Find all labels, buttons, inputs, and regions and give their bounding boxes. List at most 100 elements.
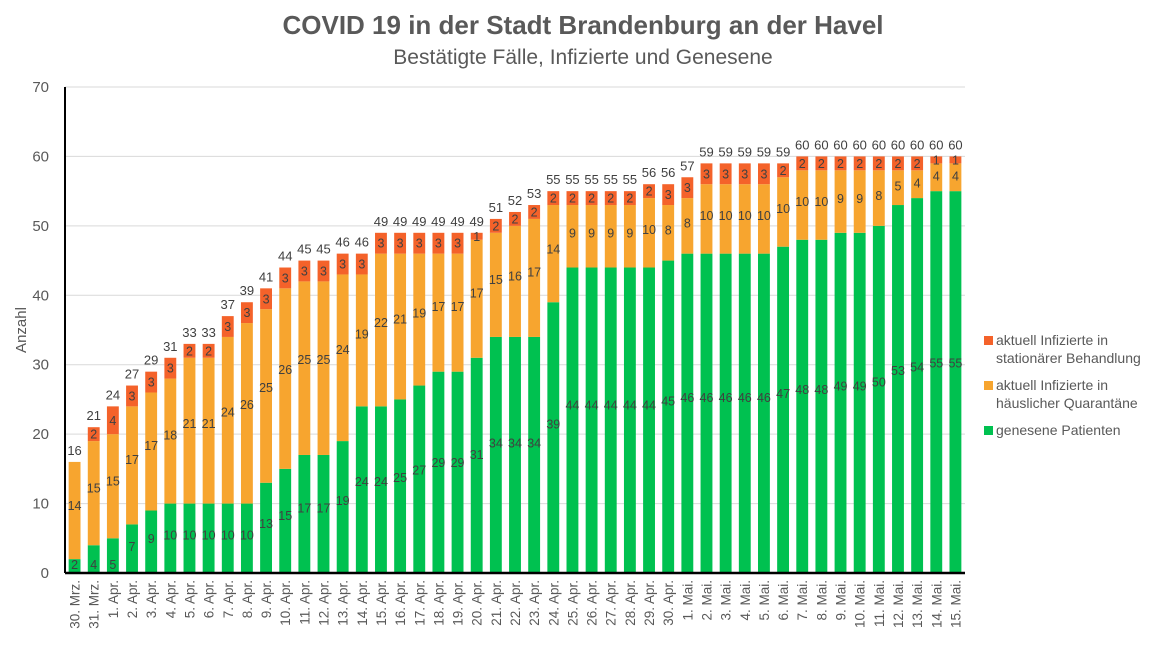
legend-swatch xyxy=(984,381,993,390)
total-label: 57 xyxy=(680,158,694,173)
bar-segment-genesene xyxy=(681,253,694,573)
total-label: 56 xyxy=(642,165,656,180)
data-label: 4 xyxy=(914,176,921,190)
bar-segment-quarantaene xyxy=(758,184,770,254)
total-label: 44 xyxy=(278,249,292,264)
data-label: 15 xyxy=(87,481,101,495)
data-label: 9 xyxy=(856,192,863,206)
data-label: 13 xyxy=(259,517,273,531)
y-tick-label: 20 xyxy=(32,426,49,443)
bar-segment-genesene xyxy=(489,336,502,573)
bar-segment-genesene xyxy=(834,232,847,574)
y-axis-label: Anzahl xyxy=(13,307,30,353)
bar-segment-quarantaene xyxy=(375,253,387,407)
bar-segment-genesene xyxy=(604,267,617,573)
legend-label: aktuell Infizierte in xyxy=(996,377,1108,393)
x-tick-label: 3. Apr. xyxy=(144,580,159,618)
data-label: 2 xyxy=(780,164,787,178)
total-label: 39 xyxy=(240,283,254,298)
data-label: 3 xyxy=(454,237,461,251)
bar-segment-quarantaene xyxy=(432,253,445,372)
bar-segment-genesene xyxy=(758,253,770,573)
data-label: 2 xyxy=(569,192,576,206)
bars xyxy=(68,156,962,574)
data-label: 24 xyxy=(221,405,235,419)
bar-segment-quarantaene xyxy=(777,177,790,247)
x-tick-label: 7. Apr. xyxy=(221,580,236,618)
bar-segment-quarantaene xyxy=(643,198,655,268)
data-label: 17 xyxy=(125,453,139,467)
bar-segment-stationaer xyxy=(623,191,636,206)
x-tick-label: 22. Apr. xyxy=(508,580,523,626)
data-label: 44 xyxy=(565,398,579,412)
bar-segment-quarantaene xyxy=(892,170,904,206)
bar-segment-stationaer xyxy=(911,156,924,171)
y-tick-label: 0 xyxy=(41,565,49,582)
data-label: 3 xyxy=(435,237,442,251)
data-label: 50 xyxy=(872,376,886,390)
bar-segment-stationaer xyxy=(489,218,502,233)
x-tick-label: 13. Mai. xyxy=(910,580,925,628)
bar-segment-stationaer xyxy=(585,191,598,206)
bar-segment-genesene xyxy=(930,191,943,573)
legend-label: stationärer Behandlung xyxy=(996,350,1141,366)
x-tick-label: 20. Apr. xyxy=(470,580,485,626)
x-tick-label: 12. Apr. xyxy=(317,580,332,626)
data-label: 46 xyxy=(757,391,771,405)
x-tick-label: 9. Apr. xyxy=(259,580,274,618)
data-label: 44 xyxy=(642,398,656,412)
legend: aktuell Infizierte in stationärer Behandl… xyxy=(984,332,1141,438)
data-label: 3 xyxy=(377,237,384,251)
bar-segment-genesene xyxy=(738,253,751,573)
bar-segment-quarantaene xyxy=(623,205,636,268)
y-tick-label: 70 xyxy=(32,79,49,96)
x-tick-label: 2. Mai. xyxy=(699,580,714,621)
data-label: 10 xyxy=(776,202,790,216)
bar-segment-stationaer xyxy=(355,253,368,275)
data-label: 46 xyxy=(700,391,714,405)
bar-segment-stationaer xyxy=(643,184,655,199)
data-label: 15 xyxy=(489,273,503,287)
bar-segment-quarantaene xyxy=(451,253,464,372)
x-tick-label: 2. Apr. xyxy=(125,580,140,618)
bar-segment-quarantaene xyxy=(949,163,962,192)
bar-segment-quarantaene xyxy=(604,205,617,268)
x-tick-label: 25. Apr. xyxy=(565,580,580,626)
data-label: 18 xyxy=(163,428,177,442)
x-tick-label: 30. Apr. xyxy=(661,580,676,626)
y-tick-label: 10 xyxy=(32,496,49,513)
data-label: 2 xyxy=(914,157,921,171)
data-label: 2 xyxy=(588,192,595,206)
data-label: 2 xyxy=(205,344,212,358)
data-label: 17 xyxy=(470,286,484,300)
bar-segment-quarantaene xyxy=(260,309,272,483)
bar-segment-genesene xyxy=(470,357,483,573)
bar-segment-quarantaene xyxy=(930,163,943,192)
data-label: 17 xyxy=(144,439,158,453)
x-tick-label: 1. Apr. xyxy=(106,580,121,618)
data-label: 2 xyxy=(90,428,97,442)
x-tick-label: 4. Apr. xyxy=(163,580,178,618)
x-tick-label: 21. Apr. xyxy=(489,580,504,626)
bar-segment-quarantaene xyxy=(240,323,253,504)
data-label: 3 xyxy=(665,188,672,202)
bar-segment-stationaer xyxy=(796,156,809,171)
data-label: 3 xyxy=(760,167,767,181)
bar-segment-quarantaene xyxy=(279,288,292,469)
x-tick-label: 14. Mai. xyxy=(929,580,944,628)
bar-segment-quarantaene xyxy=(853,170,866,233)
x-tick-label: 30. Mrz. xyxy=(68,580,83,629)
total-label: 59 xyxy=(699,144,713,159)
data-label: 4 xyxy=(109,414,116,428)
data-label: 2 xyxy=(71,558,78,572)
total-label: 55 xyxy=(604,172,618,187)
bar-segment-genesene xyxy=(719,253,732,573)
data-label: 10 xyxy=(163,528,177,542)
bar-segment-stationaer xyxy=(126,385,138,407)
data-label: 2 xyxy=(895,157,902,171)
y-axis-ticks: 0 10 20 30 40 50 60 70 xyxy=(32,79,49,582)
data-label: 10 xyxy=(795,195,809,209)
total-label: 21 xyxy=(86,408,100,423)
data-label: 44 xyxy=(585,398,599,412)
